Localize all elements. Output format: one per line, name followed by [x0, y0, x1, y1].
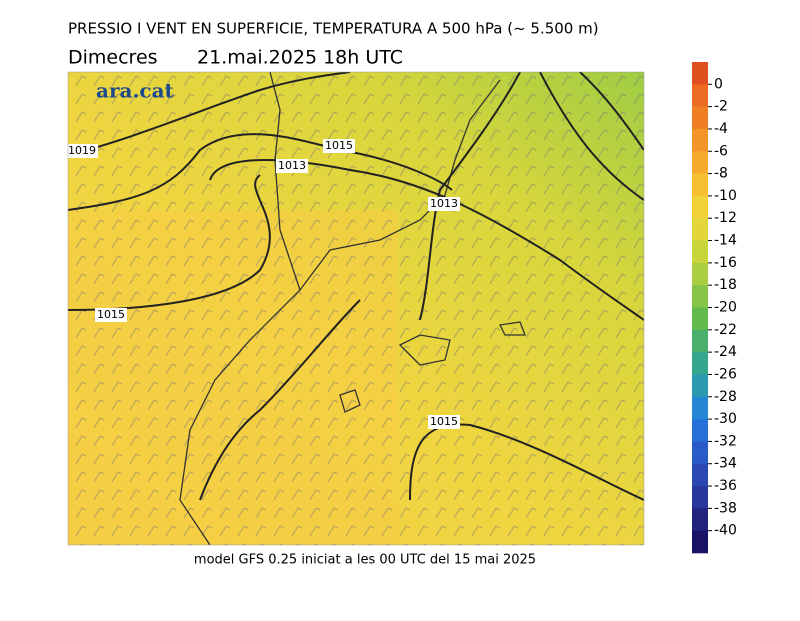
colorbar-label: 0 — [714, 76, 723, 92]
colorbar-label: -20 — [714, 300, 737, 316]
colorbar-band — [692, 62, 708, 85]
colorbar-band — [692, 285, 708, 308]
colorbar-label: -6 — [714, 143, 728, 159]
colorbar-band — [692, 396, 708, 420]
colorbar-label: -36 — [714, 478, 737, 494]
colorbar-label: -40 — [714, 523, 737, 539]
colorbar-band — [692, 106, 708, 130]
isobar-labels: 1019 1015 1013 1013 1015 1015 — [66, 139, 460, 429]
colorbar-band — [692, 307, 708, 331]
isobar-label: 1015 — [430, 415, 458, 428]
colorbar-band — [692, 128, 708, 152]
colorbar-band — [692, 508, 708, 531]
map — [68, 72, 644, 545]
colorbar-band — [692, 463, 708, 487]
colorbar-label: -16 — [714, 255, 737, 271]
colorbar-band — [692, 352, 708, 375]
colorbar-band — [692, 240, 708, 264]
colorbar-band — [692, 195, 708, 219]
colorbar-label: -4 — [714, 121, 728, 137]
isobar-label: 1013 — [430, 197, 458, 210]
colorbar-label: -18 — [714, 277, 737, 293]
isobar-label: 1019 — [68, 144, 96, 157]
colorbar-label: -34 — [714, 456, 737, 472]
colorbar-band — [692, 173, 708, 197]
colorbar-band — [692, 374, 708, 398]
colorbar-band — [692, 218, 708, 241]
isobar-label-bg — [66, 144, 98, 158]
isobar-label-bg — [428, 197, 460, 211]
colorbar-label: -14 — [714, 233, 737, 249]
colorbar-label: -32 — [714, 433, 737, 449]
isobar-label-bg — [95, 308, 127, 322]
date: 21.mai.2025 18h UTC — [197, 47, 403, 69]
colorbar-band — [692, 329, 708, 353]
colorbar-label: -30 — [714, 411, 737, 427]
colorbar-band — [692, 530, 708, 554]
isobar-label-bg — [428, 415, 460, 429]
isobar-label: 1015 — [325, 139, 353, 152]
colorbar-label: -28 — [714, 389, 737, 405]
colorbar-band — [692, 84, 708, 107]
isobar-label-bg — [276, 159, 308, 173]
colorbar-label: -38 — [714, 500, 737, 516]
title: PRESSIO I VENT EN SUPERFICIE, TEMPERATUR… — [68, 20, 599, 38]
logo: ara.cat — [96, 79, 175, 103]
colorbar-band — [692, 419, 708, 442]
isobar-label: 1015 — [97, 308, 125, 321]
colorbar-label: -2 — [714, 99, 728, 115]
colorbar-label: -8 — [714, 166, 728, 182]
isobar-label: 1013 — [278, 159, 306, 172]
colorbar-band — [692, 486, 708, 509]
footer: model GFS 0.25 iniciat a les 00 UTC del … — [194, 553, 536, 568]
colorbar-band — [692, 441, 708, 465]
colorbar-label: -10 — [714, 188, 737, 204]
colorbar: 0 -2 -4 -6 -8 -10 -12 -14 -16 -18 -20 -22 -24 -26 -28 -… — [692, 62, 737, 554]
colorbar-label: -24 — [714, 344, 737, 360]
isobar-label-bg — [323, 139, 355, 153]
colorbar-band — [692, 151, 708, 174]
map-frame — [67, 71, 645, 546]
colorbar-label: -26 — [714, 366, 737, 382]
colorbar-label: -12 — [714, 210, 737, 226]
colorbar-label: -22 — [714, 322, 737, 338]
colorbar-band — [692, 262, 708, 286]
date-label: Dimecres — [68, 47, 158, 69]
